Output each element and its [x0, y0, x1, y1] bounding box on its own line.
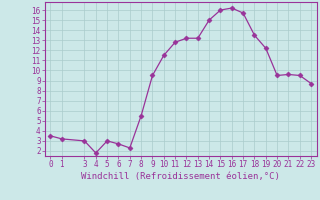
X-axis label: Windchill (Refroidissement éolien,°C): Windchill (Refroidissement éolien,°C)	[81, 172, 280, 181]
